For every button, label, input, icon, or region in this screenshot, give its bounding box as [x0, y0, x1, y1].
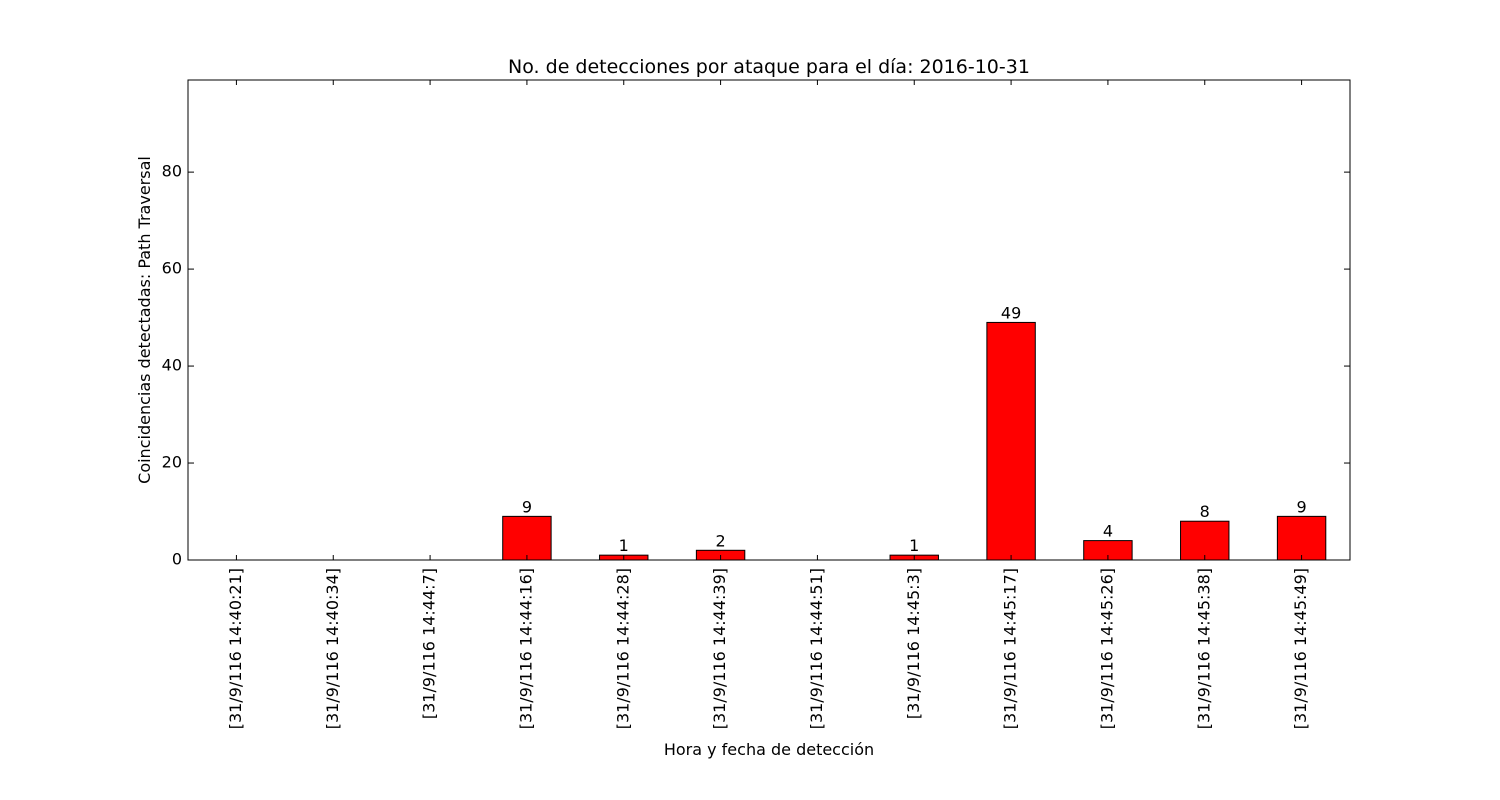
x-axis-label: Hora y fecha de detección [664, 740, 874, 759]
x-tick-label-10: [31/9/116 14:45:26] [1097, 568, 1116, 729]
data-label-4: 9 [522, 497, 532, 516]
x-tick-label-6: [31/9/116 14:44:39] [710, 568, 729, 729]
x-tick-label-3: [31/9/116 14:44:7] [420, 568, 439, 719]
bar-12 [1276, 515, 1327, 561]
bar-9 [986, 321, 1036, 561]
y-tick-label-5: 80 [162, 162, 182, 181]
x-tick-label-12: [31/9/116 14:45:49] [1291, 568, 1310, 729]
data-label-6: 2 [715, 531, 725, 550]
data-label-5: 1 [619, 536, 629, 555]
x-tick-label-1: [31/9/116 14:40:21] [226, 568, 245, 729]
data-label-8: 1 [909, 536, 919, 555]
y-tick-label-4: 60 [162, 259, 182, 278]
y-axis-label: Coincidencias detectadas: Path Traversal [135, 156, 154, 484]
y-tick-label-2: 20 [162, 453, 182, 472]
data-label-12: 9 [1296, 497, 1306, 516]
x-tick-label-11: [31/9/116 14:45:38] [1194, 568, 1213, 729]
data-label-11: 8 [1200, 502, 1210, 521]
x-tick-label-9: [31/9/116 14:45:17] [1001, 568, 1020, 729]
y-tick-label-3: 40 [162, 356, 182, 375]
labels-group: [31/9/116 14:40:21] [31/9/116 14:40:34] [3… [162, 162, 1310, 730]
x-tick-label-4: [31/9/116 14:44:16] [516, 568, 535, 729]
bar-4 [502, 515, 552, 561]
chart-title: No. de detecciones por ataque para el dí… [508, 56, 1030, 78]
x-tick-label-5: [31/9/116 14:44:28] [613, 568, 632, 729]
data-label-9: 49 [1001, 303, 1021, 322]
bars-group [502, 321, 1327, 561]
ticks-group [188, 80, 1350, 561]
bar-11 [1180, 520, 1230, 561]
x-tick-label-7: [31/9/116 14:44:51] [807, 568, 826, 729]
x-tick-label-2: [31/9/116 14:40:34] [323, 568, 342, 729]
y-tick-label-1: 0 [172, 550, 182, 569]
data-label-10: 4 [1103, 522, 1113, 541]
x-tick-label-8: [31/9/116 14:45:3] [904, 568, 923, 719]
plot-frame [187, 79, 1351, 561]
